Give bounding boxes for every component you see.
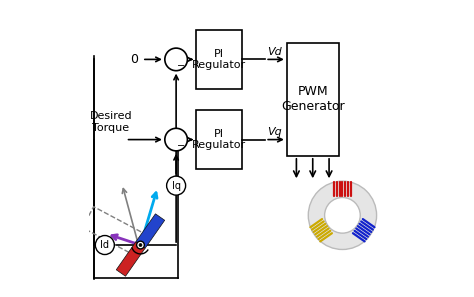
Circle shape — [95, 236, 114, 255]
Circle shape — [139, 244, 142, 247]
Text: Id: Id — [100, 240, 109, 250]
Text: Iq: Iq — [172, 181, 181, 191]
Text: −: − — [177, 141, 185, 151]
Polygon shape — [136, 214, 164, 248]
Text: −: − — [177, 61, 185, 71]
Circle shape — [137, 241, 145, 249]
Circle shape — [308, 181, 376, 249]
Text: Desired
Torque: Desired Torque — [90, 111, 132, 132]
FancyBboxPatch shape — [196, 30, 242, 89]
Circle shape — [165, 48, 187, 71]
FancyBboxPatch shape — [196, 110, 242, 169]
Text: PI
Regulator: PI Regulator — [192, 129, 246, 150]
Text: Vd: Vd — [267, 47, 282, 57]
Circle shape — [166, 176, 186, 195]
Text: 0: 0 — [130, 53, 138, 66]
Text: PI
Regulator: PI Regulator — [192, 49, 246, 70]
Circle shape — [325, 198, 360, 233]
FancyBboxPatch shape — [287, 43, 339, 156]
Circle shape — [165, 128, 187, 151]
Text: PWM
Generator: PWM Generator — [281, 86, 345, 113]
Polygon shape — [116, 242, 145, 276]
Text: Vq: Vq — [267, 127, 282, 137]
